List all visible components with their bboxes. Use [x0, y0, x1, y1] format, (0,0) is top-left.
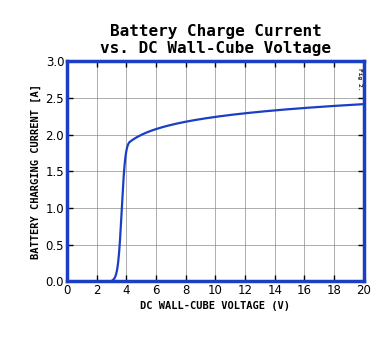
Y-axis label: BATTERY CHARGING CURRENT [A]: BATTERY CHARGING CURRENT [A] [31, 84, 41, 259]
X-axis label: DC WALL-CUBE VOLTAGE (V): DC WALL-CUBE VOLTAGE (V) [141, 301, 290, 311]
Text: Fig 2.: Fig 2. [357, 68, 362, 90]
Title: Battery Charge Current
vs. DC Wall-Cube Voltage: Battery Charge Current vs. DC Wall-Cube … [100, 24, 331, 56]
